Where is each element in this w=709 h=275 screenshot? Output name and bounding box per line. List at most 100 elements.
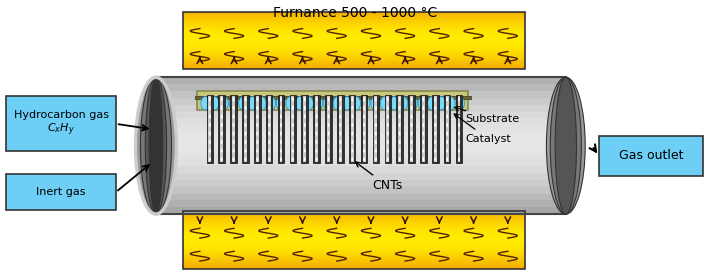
Bar bbox=[434, 97, 437, 162]
Ellipse shape bbox=[375, 106, 376, 110]
Bar bbox=[183, 211, 525, 213]
Ellipse shape bbox=[435, 157, 436, 161]
Bar bbox=[327, 97, 330, 162]
Text: Hydrocarbon gas
$C_xH_y$: Hydrocarbon gas $C_xH_y$ bbox=[13, 109, 108, 138]
Bar bbox=[313, 95, 320, 164]
Bar bbox=[183, 33, 525, 35]
Ellipse shape bbox=[316, 114, 318, 119]
Ellipse shape bbox=[229, 97, 238, 110]
Ellipse shape bbox=[340, 123, 341, 127]
Bar bbox=[183, 232, 525, 234]
Bar bbox=[183, 217, 525, 219]
Ellipse shape bbox=[446, 131, 448, 136]
Ellipse shape bbox=[387, 106, 389, 110]
Ellipse shape bbox=[292, 106, 294, 110]
Ellipse shape bbox=[363, 131, 365, 136]
Bar bbox=[408, 95, 415, 164]
Ellipse shape bbox=[257, 148, 258, 153]
Ellipse shape bbox=[209, 97, 211, 101]
Ellipse shape bbox=[220, 114, 223, 119]
Ellipse shape bbox=[411, 157, 413, 161]
Ellipse shape bbox=[423, 123, 424, 127]
Ellipse shape bbox=[209, 106, 211, 110]
Bar bbox=[349, 95, 355, 164]
Ellipse shape bbox=[399, 97, 408, 110]
Ellipse shape bbox=[340, 106, 341, 110]
Ellipse shape bbox=[446, 148, 448, 153]
Ellipse shape bbox=[375, 123, 376, 127]
Text: Furnance 500 - 1000 °C: Furnance 500 - 1000 °C bbox=[274, 6, 437, 20]
Bar bbox=[456, 95, 462, 164]
Ellipse shape bbox=[411, 148, 413, 153]
Bar bbox=[156, 91, 566, 98]
Bar bbox=[183, 67, 525, 69]
Bar bbox=[279, 97, 282, 162]
Ellipse shape bbox=[292, 148, 294, 153]
Ellipse shape bbox=[233, 123, 235, 127]
Ellipse shape bbox=[555, 77, 576, 214]
Bar bbox=[351, 97, 354, 162]
Ellipse shape bbox=[292, 140, 294, 144]
Ellipse shape bbox=[423, 131, 424, 136]
Ellipse shape bbox=[209, 148, 211, 153]
Bar bbox=[183, 248, 525, 250]
Ellipse shape bbox=[328, 114, 330, 119]
Ellipse shape bbox=[446, 123, 448, 127]
Ellipse shape bbox=[375, 140, 376, 144]
Ellipse shape bbox=[435, 123, 436, 127]
Ellipse shape bbox=[352, 140, 353, 144]
Bar bbox=[266, 95, 272, 164]
Ellipse shape bbox=[437, 97, 445, 110]
Ellipse shape bbox=[280, 148, 282, 153]
Bar bbox=[156, 200, 566, 207]
Ellipse shape bbox=[257, 157, 258, 161]
Ellipse shape bbox=[411, 97, 413, 101]
Ellipse shape bbox=[277, 97, 285, 110]
Ellipse shape bbox=[233, 131, 235, 136]
Ellipse shape bbox=[375, 157, 376, 161]
Ellipse shape bbox=[387, 131, 389, 136]
Ellipse shape bbox=[257, 106, 258, 110]
Bar bbox=[183, 244, 525, 246]
Ellipse shape bbox=[304, 123, 306, 127]
Bar bbox=[156, 98, 566, 105]
Ellipse shape bbox=[209, 157, 211, 161]
Bar bbox=[432, 95, 439, 164]
Ellipse shape bbox=[257, 114, 258, 119]
Bar bbox=[183, 44, 525, 46]
Bar bbox=[183, 240, 525, 242]
Ellipse shape bbox=[352, 114, 353, 119]
Ellipse shape bbox=[149, 77, 163, 214]
Ellipse shape bbox=[446, 114, 448, 119]
Bar bbox=[206, 95, 213, 164]
Bar bbox=[183, 259, 525, 261]
Bar bbox=[278, 95, 284, 164]
Bar bbox=[156, 180, 566, 187]
Ellipse shape bbox=[304, 131, 306, 136]
Bar bbox=[420, 95, 427, 164]
Ellipse shape bbox=[411, 123, 413, 127]
Ellipse shape bbox=[446, 97, 448, 101]
Ellipse shape bbox=[268, 131, 270, 136]
Bar bbox=[396, 95, 403, 164]
Ellipse shape bbox=[209, 140, 211, 144]
Ellipse shape bbox=[220, 157, 223, 161]
Ellipse shape bbox=[352, 148, 353, 153]
Ellipse shape bbox=[447, 97, 455, 110]
Ellipse shape bbox=[328, 97, 330, 101]
Bar bbox=[220, 97, 223, 162]
Ellipse shape bbox=[547, 77, 585, 214]
Ellipse shape bbox=[456, 97, 464, 110]
Ellipse shape bbox=[220, 131, 223, 136]
Ellipse shape bbox=[423, 106, 424, 110]
Ellipse shape bbox=[245, 148, 246, 153]
Ellipse shape bbox=[140, 77, 172, 214]
Ellipse shape bbox=[363, 97, 365, 101]
Ellipse shape bbox=[304, 157, 306, 161]
Ellipse shape bbox=[305, 97, 313, 110]
Ellipse shape bbox=[280, 123, 282, 127]
Ellipse shape bbox=[340, 97, 341, 101]
Ellipse shape bbox=[333, 97, 342, 110]
Bar bbox=[183, 56, 525, 57]
Ellipse shape bbox=[316, 140, 318, 144]
